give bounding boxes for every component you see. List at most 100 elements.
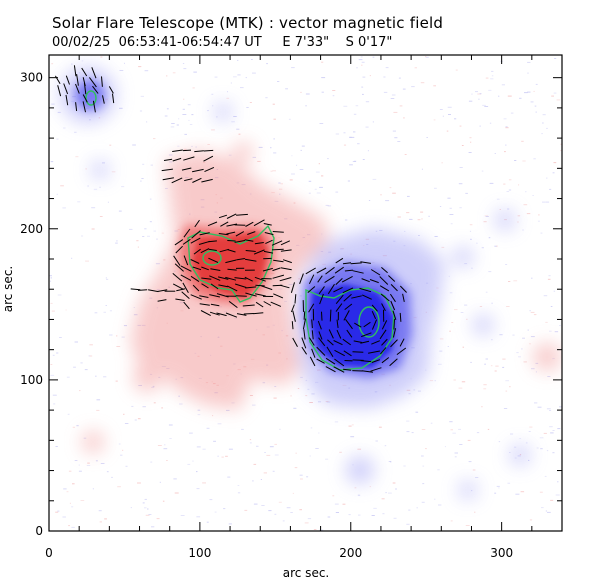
field-vector [183, 228, 191, 238]
noise-speck [245, 77, 247, 79]
noise-speck [397, 216, 401, 218]
noise-speck [290, 395, 292, 397]
noise-speck [491, 75, 494, 77]
field-vector [182, 238, 191, 245]
noise-speck [131, 405, 134, 407]
field-vector [388, 275, 396, 282]
noise-speck [214, 511, 217, 513]
noise-speck [149, 198, 152, 200]
noise-speck [148, 514, 152, 515]
noise-speck [384, 445, 387, 447]
noise-speck [475, 91, 478, 93]
noise-speck [291, 67, 295, 69]
noise-speck [385, 67, 389, 69]
noise-speck [137, 418, 141, 420]
noise-speck [371, 515, 375, 516]
noise-speck [166, 460, 168, 461]
field-vector [234, 240, 245, 243]
noise-speck [353, 131, 356, 133]
field-vector [392, 310, 397, 320]
field-vector [137, 289, 148, 291]
noise-speck [483, 221, 487, 223]
noise-speck [535, 371, 537, 373]
noise-speck [89, 344, 93, 346]
field-vector [236, 313, 247, 316]
field-vector [191, 230, 201, 239]
noise-speck [95, 460, 98, 462]
noise-speck [153, 230, 156, 232]
noise-speck [151, 526, 155, 528]
field-vector [308, 274, 315, 285]
field-vector [218, 284, 228, 288]
noise-speck [553, 162, 557, 164]
position-east: E 7'33" [282, 35, 330, 50]
noise-speck [342, 503, 346, 505]
noise-speck [123, 413, 125, 415]
noise-speck [533, 158, 536, 160]
noise-speck [79, 390, 81, 392]
noise-speck [454, 452, 458, 454]
field-vector [311, 319, 313, 329]
noise-speck [50, 161, 54, 163]
field-vector [318, 331, 323, 340]
noise-speck [99, 216, 103, 217]
noise-speck [438, 363, 442, 365]
noise-speck [448, 275, 450, 277]
noise-speck [481, 247, 484, 249]
noise-speck [470, 238, 472, 240]
noise-speck [523, 361, 527, 363]
noise-speck [441, 162, 443, 164]
noise-speck [381, 498, 385, 500]
field-vector [344, 269, 353, 272]
noise-speck [335, 191, 339, 193]
noise-speck [99, 186, 101, 188]
field-vector [82, 94, 88, 103]
noise-speck [547, 376, 551, 377]
noise-speck [168, 424, 173, 426]
noise-speck [406, 420, 410, 422]
positive-polarity-region [82, 142, 561, 453]
noise-speck [530, 336, 535, 338]
noise-speck [78, 464, 80, 466]
noise-speck [196, 446, 201, 448]
field-vector [225, 312, 238, 318]
noise-speck [277, 81, 280, 82]
noise-speck [508, 189, 512, 191]
field-vector [343, 350, 352, 357]
noise-speck [230, 82, 232, 84]
noise-speck [549, 426, 553, 428]
noise-speck [483, 388, 487, 390]
noise-speck [447, 197, 451, 199]
noise-speck [55, 446, 58, 447]
noise-speck [78, 470, 82, 472]
field-vector [282, 259, 292, 264]
field-vector [325, 366, 336, 373]
noise-speck [182, 108, 185, 110]
noise-speck [321, 175, 324, 177]
noise-speck [550, 306, 553, 307]
field-vector [244, 239, 254, 242]
noise-speck [196, 471, 198, 473]
noise-speck [253, 463, 257, 465]
noise-speck [149, 221, 152, 223]
field-vector [329, 309, 332, 322]
noise-speck [92, 488, 94, 490]
field-vector [219, 248, 230, 253]
field-vector [245, 286, 257, 289]
field-vector [368, 350, 380, 354]
field-vector [203, 149, 214, 152]
noise-speck [559, 325, 561, 326]
field-vector [234, 277, 247, 280]
field-vector [236, 258, 245, 261]
noise-speck [165, 188, 168, 189]
field-vector [198, 240, 211, 245]
field-vector [130, 288, 141, 291]
field-vector [318, 286, 325, 295]
noise-speck [291, 155, 293, 157]
noise-speck [170, 126, 175, 128]
noise-speck [421, 218, 423, 220]
noise-speck [268, 510, 272, 512]
noise-speck [187, 463, 191, 465]
noise-speck [109, 144, 112, 146]
noise-speck [168, 154, 173, 156]
